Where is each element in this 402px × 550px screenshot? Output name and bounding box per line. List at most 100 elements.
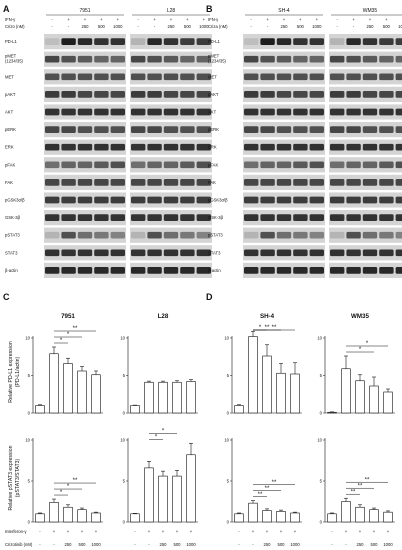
- blot-band: [163, 91, 179, 98]
- blot-band: [260, 214, 275, 221]
- blot-band: [330, 73, 345, 81]
- blot-band: [131, 179, 146, 186]
- blot-band: [379, 38, 394, 45]
- x-row-crizotinib-label: Crizotinib (nM): [5, 542, 33, 547]
- x-dose: -: [53, 542, 55, 547]
- criz-dose: -: [336, 24, 338, 29]
- blot-band: [395, 267, 402, 274]
- blot-band: [147, 55, 162, 63]
- blot-band: [309, 108, 324, 116]
- blot-band: [330, 249, 345, 257]
- blot-band: [244, 38, 259, 45]
- blot-band: [163, 231, 179, 239]
- y-tick-label: 5: [227, 479, 230, 484]
- blot-band: [110, 231, 125, 239]
- criz-dose: 250: [82, 24, 90, 29]
- blot-band: [45, 55, 60, 63]
- blot-band: [61, 143, 76, 151]
- blot-band: [309, 73, 324, 81]
- blot-band: [110, 179, 125, 186]
- bar: [290, 512, 300, 523]
- blot-band: [276, 196, 292, 204]
- blot-band: [276, 143, 292, 151]
- blot-band: [309, 179, 324, 186]
- ifn-sign: +: [84, 17, 87, 22]
- blot-band: [293, 196, 308, 204]
- blot-band: [77, 231, 93, 239]
- blot-band: [244, 73, 259, 81]
- blot-band: [330, 143, 345, 151]
- bar: [276, 372, 286, 414]
- bar: [49, 502, 59, 523]
- ifn-sign: +: [369, 17, 372, 22]
- blot-band: [45, 161, 60, 169]
- blot-band: [362, 196, 378, 204]
- blot-band: [147, 196, 162, 204]
- x-dose: 500: [174, 542, 182, 547]
- x-sign: -: [331, 529, 333, 534]
- significance-label: *: [259, 325, 262, 331]
- blot-band: [110, 38, 125, 45]
- cell-line-header-sh-4: SH-4: [278, 8, 290, 14]
- ifn-sign: +: [170, 17, 173, 22]
- criz-dose: 250: [168, 24, 176, 29]
- x-sign: +: [345, 529, 348, 534]
- blot-band: [94, 143, 109, 151]
- bar: [63, 506, 73, 523]
- protein-label: FAK: [208, 180, 216, 185]
- significance-label: **: [365, 477, 370, 483]
- blot-band: [346, 231, 361, 239]
- blot-band: [163, 249, 179, 257]
- bar: [130, 513, 140, 523]
- blot-band: [362, 126, 378, 133]
- blot-band: [346, 196, 361, 204]
- blot-band: [379, 267, 394, 274]
- protein-label: AKT: [208, 110, 217, 115]
- blot-band: [94, 161, 109, 169]
- blot-band: [196, 55, 211, 63]
- blot-band: [293, 108, 308, 116]
- protein-label: PD-L1: [5, 39, 18, 44]
- blot-band: [180, 231, 195, 239]
- blot-band: [147, 161, 162, 169]
- y-tick-label: 5: [320, 373, 323, 378]
- blot-band: [346, 161, 361, 169]
- protein-label: β-actin: [208, 268, 221, 273]
- blot-band: [94, 73, 109, 81]
- blot-band: [379, 73, 394, 81]
- blot-band: [196, 73, 211, 81]
- blot-band: [260, 267, 275, 274]
- blot-band: [395, 196, 402, 204]
- blot-band: [362, 231, 378, 239]
- bar: [172, 381, 182, 414]
- blot-band: [395, 249, 402, 257]
- blot-band: [309, 161, 324, 169]
- protein-label-sub: (1234/35): [208, 59, 227, 64]
- ifn-sign: +: [203, 17, 206, 22]
- blot-band: [94, 91, 109, 98]
- protein-label: β-actin: [5, 268, 18, 273]
- blot-band: [379, 91, 394, 98]
- criz-dose: -: [51, 24, 53, 29]
- blot-band: [260, 108, 275, 116]
- blot-band: [131, 196, 146, 204]
- blot-band: [379, 249, 394, 257]
- y-tick-label: 5: [28, 479, 31, 484]
- protein-label: pMET: [5, 54, 17, 59]
- y-tick-label: 5: [320, 479, 323, 484]
- x-sign: -: [39, 529, 41, 534]
- blot-band: [94, 267, 109, 274]
- blot-band: [293, 161, 308, 169]
- blot-band: [77, 91, 93, 98]
- treatment-label-ifn: IFN-γ: [5, 17, 16, 22]
- significance-label: **: [272, 480, 277, 486]
- blot-band: [110, 55, 125, 63]
- significance-label: **: [265, 325, 270, 331]
- x-sign: -: [134, 529, 136, 534]
- blot-band: [61, 179, 76, 186]
- x-sign: -: [238, 529, 240, 534]
- blot-band: [244, 214, 259, 221]
- y-tick-label: 0: [28, 411, 31, 416]
- blot-band: [196, 143, 211, 151]
- blot-band: [293, 73, 308, 81]
